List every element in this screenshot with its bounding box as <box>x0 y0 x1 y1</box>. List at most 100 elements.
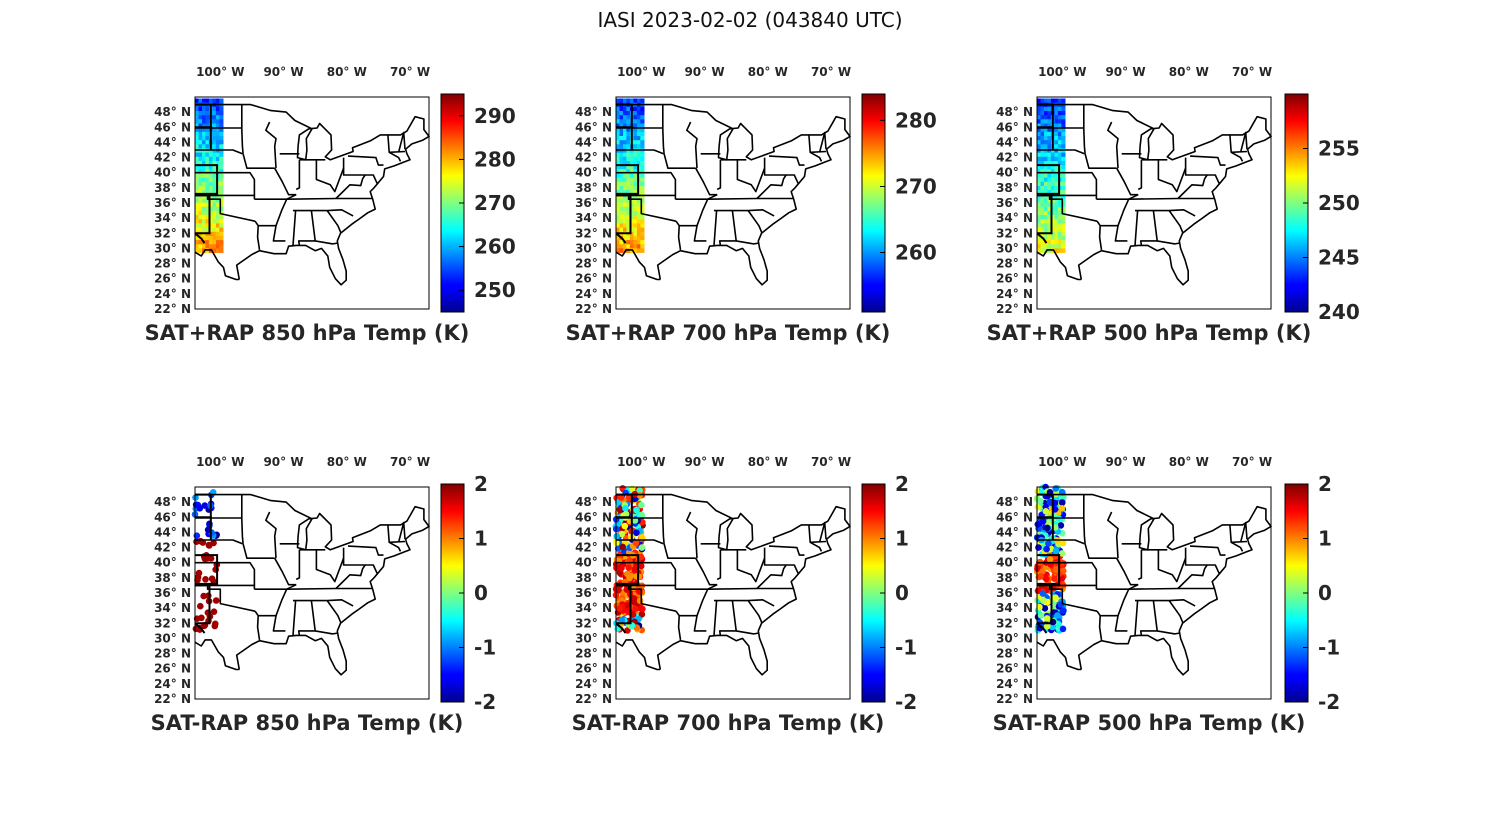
swath-cell <box>212 219 217 224</box>
lat-label: 42° N <box>154 541 191 555</box>
swath-cell <box>619 161 624 166</box>
swath-cell <box>623 219 628 224</box>
state-border <box>679 224 707 242</box>
swath-cell <box>626 177 631 183</box>
state-border <box>1184 547 1220 574</box>
map-outlines <box>615 103 851 286</box>
swath-cell <box>1040 186 1045 191</box>
state-border <box>768 155 805 166</box>
lat-label: 38° N <box>154 181 191 195</box>
swath-cell <box>1057 244 1063 249</box>
swath-cell <box>633 198 638 203</box>
swath-cell <box>640 173 645 178</box>
swath-cell <box>202 219 207 224</box>
swath-cell <box>1044 140 1049 145</box>
swath-cell <box>212 210 217 216</box>
swath-cell <box>1040 240 1045 245</box>
state-border <box>1141 159 1187 193</box>
swath-cell <box>616 131 621 137</box>
swath-cell <box>1057 161 1063 166</box>
lon-label: 100° W <box>1038 65 1086 79</box>
swath-cell <box>616 215 621 220</box>
swath-cell <box>640 106 645 112</box>
panels: 100° W 90° W 80° W 70° W48° N46° N44° N42° … <box>145 65 1360 735</box>
state-border <box>342 157 378 184</box>
state-border <box>756 174 787 200</box>
colorbar: -2 -1 0 1 2 <box>861 472 917 714</box>
state-border <box>315 240 338 245</box>
swath-cell <box>195 169 200 174</box>
lat-label: 26° N <box>575 662 612 676</box>
swath-cell <box>1054 223 1059 228</box>
mexico-border <box>615 639 661 671</box>
swath-cell <box>195 215 200 220</box>
region-box <box>195 493 212 519</box>
swath-cell <box>195 177 200 183</box>
swath-cell <box>1047 98 1052 103</box>
lat-label: 42° N <box>154 151 191 165</box>
swath-cell <box>219 169 224 174</box>
state-border <box>808 524 823 552</box>
swath-cell <box>219 248 224 253</box>
swath-cell <box>1037 181 1042 187</box>
swath-cell <box>640 115 645 120</box>
state-border <box>695 557 718 586</box>
state-border <box>387 524 402 552</box>
swath-cell <box>1050 198 1056 203</box>
diff-point <box>196 505 204 512</box>
state-border <box>720 159 766 193</box>
swath-cell <box>640 231 645 237</box>
swath-cell <box>1037 111 1042 116</box>
swath-cell <box>205 206 210 212</box>
swath-cell <box>219 190 224 195</box>
swath-cell <box>636 244 642 249</box>
swath-cell <box>616 119 621 124</box>
diff-point <box>202 576 209 583</box>
panel-title: SAT+RAP 500 hPa Temp (K) <box>987 321 1312 345</box>
state-border <box>1084 543 1117 560</box>
swath-cell <box>1061 136 1066 141</box>
swath-cell <box>636 240 642 245</box>
lat-label: 34° N <box>996 211 1033 225</box>
swath-cell <box>1061 152 1066 158</box>
swath-cell <box>198 194 203 199</box>
swath-cell <box>1050 156 1056 162</box>
diff-point <box>205 541 213 549</box>
swath-cell <box>633 194 638 199</box>
swath-cell <box>640 202 645 208</box>
swath-cell <box>1061 202 1066 208</box>
swath-cell <box>1037 177 1042 183</box>
swath-cell <box>1050 186 1056 191</box>
lat-label: 36° N <box>996 586 1033 600</box>
state-border <box>242 543 275 560</box>
swath-cell <box>212 190 217 195</box>
swath-cell <box>629 227 635 233</box>
diff-point <box>208 575 216 582</box>
swath-cell <box>1057 115 1063 120</box>
swath-cell <box>616 206 621 212</box>
swath-cell <box>208 240 214 245</box>
coastline <box>195 493 430 676</box>
swath-cell <box>1037 173 1042 178</box>
swath-cell <box>640 235 645 241</box>
swath-cell <box>1044 156 1049 162</box>
state-border <box>1096 610 1103 641</box>
swath-cell <box>619 190 624 195</box>
state-border <box>326 210 342 234</box>
swath-cell <box>198 202 203 208</box>
swath-cell <box>202 190 207 195</box>
swath-cell <box>1040 119 1045 124</box>
swath-cell <box>1061 181 1066 187</box>
state-border <box>1135 598 1196 607</box>
swath-cell <box>636 161 642 166</box>
swath-cell <box>195 119 200 124</box>
swath-cell <box>616 152 621 158</box>
state-border <box>1048 585 1098 612</box>
swath-cell <box>619 140 624 145</box>
swath-cell <box>640 169 645 174</box>
diff-point <box>616 605 624 612</box>
state-border <box>1239 131 1248 153</box>
swath-cell <box>208 98 214 103</box>
swath-cell <box>619 227 624 233</box>
swath-cell <box>616 181 621 187</box>
